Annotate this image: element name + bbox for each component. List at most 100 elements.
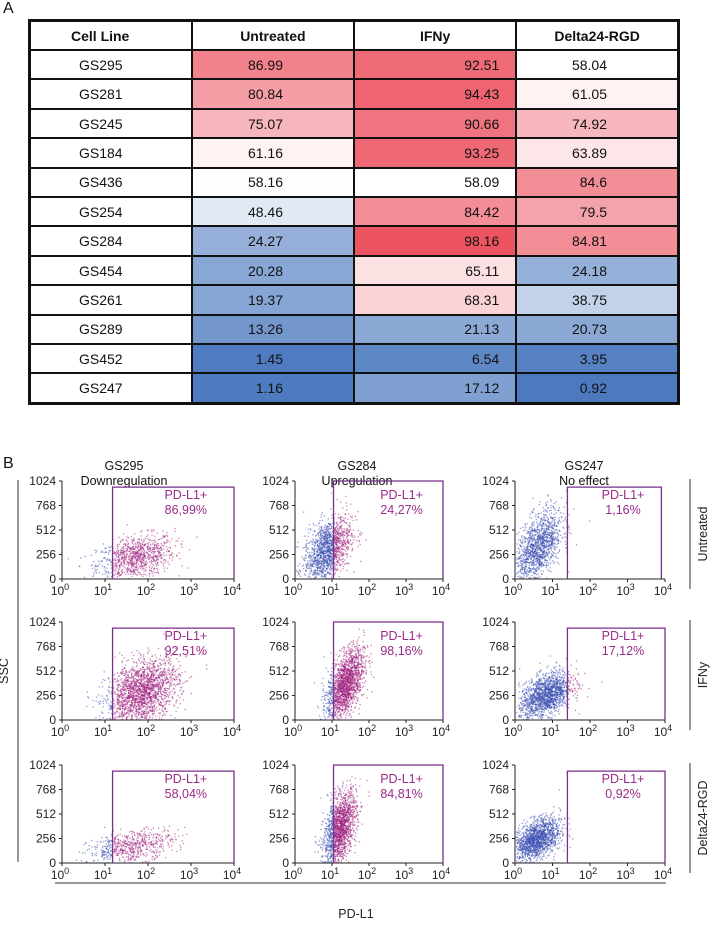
x-tick-exponent: 0 — [297, 723, 302, 733]
x-tick-base: 10 — [94, 868, 108, 882]
x-tick-exponent: 4 — [445, 723, 450, 733]
x-tick-exponent: 1 — [555, 866, 560, 876]
cell-line-name: GS289 — [28, 313, 193, 346]
y-tick-label: 0 — [502, 713, 509, 727]
table-row: GS295 86.99 92.51 58.04 — [28, 48, 680, 81]
x-tick-label: 100 — [284, 582, 302, 598]
heatmap-cell: 68.31 — [352, 284, 518, 316]
x-tick-base: 10 — [284, 725, 298, 739]
flow-column-header: GS295 Downregulation — [54, 459, 194, 489]
x-tick-exponent: 4 — [445, 582, 450, 592]
x-tick-exponent: 2 — [150, 723, 155, 733]
y-tick-label: 768 — [489, 783, 509, 797]
x-tick-exponent: 2 — [592, 866, 597, 876]
x-tick-label: 104 — [654, 582, 672, 598]
x-tick-exponent: 4 — [236, 723, 241, 733]
x-tick-label: 102 — [137, 723, 155, 739]
x-tick-exponent: 4 — [667, 723, 672, 733]
heatmap-cell: 17.12 — [352, 372, 518, 405]
x-tick-base: 10 — [654, 584, 668, 598]
x-tick-exponent: 4 — [236, 582, 241, 592]
y-tick-label: 0 — [282, 856, 289, 870]
x-tick-label: 103 — [616, 866, 634, 882]
heatmap-cell: 24.18 — [515, 254, 680, 287]
x-tick-base: 10 — [432, 584, 446, 598]
flow-column-effect: No effect — [559, 474, 609, 488]
x-tick-base: 10 — [51, 868, 65, 882]
x-tick-base: 10 — [504, 725, 518, 739]
x-tick-label: 101 — [94, 582, 112, 598]
x-tick-label: 101 — [541, 866, 559, 882]
x-tick-label: 104 — [432, 723, 450, 739]
heatmap-cell: 94.43 — [352, 78, 518, 110]
gate-box — [111, 627, 235, 720]
x-tick-label: 102 — [358, 866, 376, 882]
y-tick-label: 1024 — [29, 758, 56, 772]
table-row: GS184 61.16 93.25 63.89 — [28, 137, 680, 169]
table-row: GS436 58.16 58.09 84.6 — [28, 166, 680, 199]
x-tick-base: 10 — [321, 584, 335, 598]
x-tick-exponent: 0 — [297, 582, 302, 592]
gate-box — [111, 486, 235, 579]
x-tick-exponent: 2 — [592, 582, 597, 592]
table-row: GS289 13.26 21.13 20.73 — [28, 313, 680, 346]
x-tick-exponent: 1 — [334, 582, 339, 592]
heatmap-cell: 84.42 — [352, 196, 518, 228]
x-tick-label: 103 — [616, 723, 634, 739]
heatmap-cell: 58.09 — [352, 166, 518, 199]
flow-column-cell-line: GS295 — [104, 459, 144, 473]
x-tick-base: 10 — [137, 584, 151, 598]
x-tick-base: 10 — [579, 868, 593, 882]
y-tick-label: 512 — [269, 523, 289, 537]
x-tick-base: 10 — [358, 868, 372, 882]
x-tick-exponent: 0 — [64, 866, 69, 876]
x-tick-label: 101 — [321, 723, 339, 739]
x-tick-label: 104 — [654, 866, 672, 882]
x-tick-label: 102 — [358, 723, 376, 739]
heatmap-cell: 3.95 — [515, 343, 680, 375]
row-label: IFNy — [696, 661, 710, 688]
heatmap-cell: 74.92 — [515, 107, 680, 140]
y-tick-label: 0 — [49, 713, 56, 727]
y-tick-label: 1024 — [262, 474, 289, 488]
heatmap-cell: 48.46 — [190, 196, 356, 228]
table-row: GS281 80.84 94.43 61.05 — [28, 78, 680, 110]
x-tick-label: 102 — [579, 582, 597, 598]
gate-box — [111, 770, 235, 863]
column-header-untreated: Untreated — [190, 19, 356, 51]
y-tick-label: 768 — [36, 640, 56, 654]
y-tick-label: 0 — [49, 572, 56, 586]
gate-percent: 24,27% — [380, 503, 422, 517]
panel-b-label: B — [3, 455, 14, 472]
heatmap-cell: 21.13 — [352, 313, 518, 346]
x-tick-label: 103 — [395, 866, 413, 882]
cell-line-name: GS436 — [28, 166, 193, 199]
x-tick-base: 10 — [432, 868, 446, 882]
gate-percent: 17,12% — [602, 644, 644, 658]
heatmap-cell: 61.16 — [190, 137, 356, 169]
x-tick-label: 100 — [51, 723, 69, 739]
heatmap-cell: 1.45 — [190, 343, 356, 375]
x-tick-exponent: 2 — [150, 582, 155, 592]
x-tick-exponent: 3 — [630, 582, 635, 592]
heatmap-cell: 61.05 — [515, 78, 680, 110]
y-axis-label: SSC — [0, 658, 11, 684]
y-tick-label: 768 — [269, 499, 289, 513]
y-tick-label: 1024 — [29, 615, 56, 629]
pdl1-heatmap-table: Cell Line Untreated IFNy Delta24-RGD GS2… — [28, 19, 680, 405]
flow-column-cell-line: GS247 — [564, 459, 604, 473]
column-header-delta24: Delta24-RGD — [515, 19, 680, 51]
x-tick-base: 10 — [284, 584, 298, 598]
x-tick-exponent: 3 — [408, 866, 413, 876]
y-tick-label: 0 — [502, 572, 509, 586]
x-tick-base: 10 — [137, 725, 151, 739]
y-tick-label: 512 — [36, 523, 56, 537]
x-tick-label: 100 — [51, 866, 69, 882]
heatmap-cell: 80.84 — [190, 78, 356, 110]
x-tick-label: 103 — [395, 582, 413, 598]
y-tick-label: 512 — [36, 664, 56, 678]
x-tick-label: 103 — [180, 866, 198, 882]
x-tick-label: 100 — [51, 582, 69, 598]
cell-line-name: GS261 — [28, 284, 193, 316]
gate-box — [332, 621, 444, 720]
